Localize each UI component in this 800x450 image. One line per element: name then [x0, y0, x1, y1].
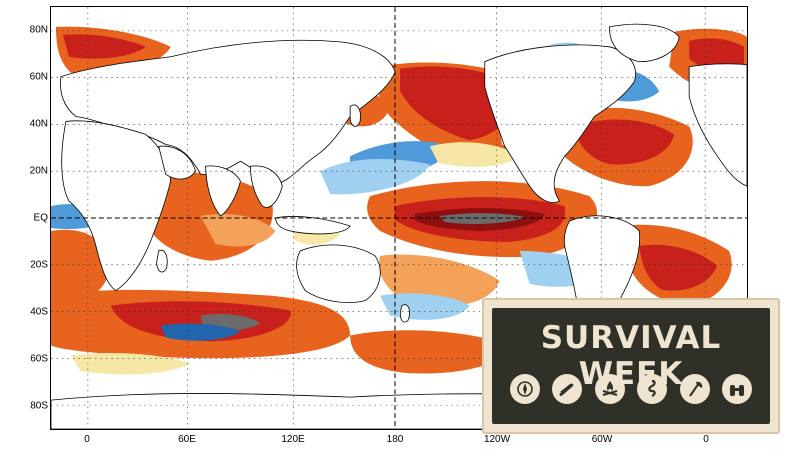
anomaly-sw-africa	[51, 229, 111, 302]
anomaly-arctic-west-core	[62, 34, 146, 59]
lat-label-20n: 20N	[29, 165, 48, 177]
anomaly-light-5	[429, 142, 520, 168]
lon-label-60e: 60E	[178, 434, 196, 445]
land-europe-right	[688, 63, 747, 187]
land-japan	[349, 104, 361, 127]
anomaly-el-nino-max	[439, 213, 525, 225]
lat-label-60n: 60N	[29, 71, 48, 83]
lat-label-eq: EQ	[33, 212, 48, 224]
lon-label-0: 0	[84, 434, 90, 445]
compass-icon	[510, 374, 540, 404]
land-madagascar	[156, 249, 168, 273]
reference-lines	[51, 7, 747, 429]
campfire-icon	[594, 374, 625, 404]
land-greenland	[608, 23, 680, 63]
lat-label-40s: 40S	[30, 306, 48, 318]
land-india	[205, 165, 241, 217]
anomaly-southern-east	[350, 330, 510, 374]
anomaly-kuroshio-light	[320, 158, 430, 195]
map-canvas	[51, 7, 747, 429]
lat-label-80n: 80N	[29, 24, 48, 36]
anomaly-indian-ocean-light	[200, 214, 276, 247]
lat-label-80s: 80S	[30, 400, 48, 412]
lon-label-120e: 120E	[281, 434, 305, 445]
lon-label-60w: 60W	[591, 434, 613, 445]
lat-label-40n: 40N	[29, 118, 48, 130]
anomaly-north-atlantic-core	[574, 119, 675, 165]
binoculars-icon	[721, 374, 752, 404]
badge-panel: SURVIVAL WEEK	[492, 308, 770, 424]
lon-label-0-east: 0	[703, 434, 709, 445]
sst-anomaly-map	[50, 6, 748, 430]
survival-week-badge: SURVIVAL WEEK	[482, 298, 780, 434]
anomaly-south-atlantic-core	[639, 244, 718, 291]
land-se-asia	[250, 165, 283, 208]
land-arabia	[158, 145, 197, 180]
land-australia	[296, 244, 381, 303]
badge-icon-row	[510, 374, 752, 404]
land-north-america	[484, 44, 636, 203]
lat-label-60s: 60S	[30, 353, 48, 365]
land-new-zealand	[400, 304, 410, 323]
lon-label-120w: 120W	[483, 434, 511, 445]
lat-label-20s: 20S	[30, 259, 48, 271]
anomaly-southern-cold	[160, 323, 241, 341]
land-indonesia	[274, 216, 351, 235]
anomaly-field	[51, 26, 747, 375]
land-africa	[61, 120, 172, 292]
knife-icon	[552, 374, 583, 404]
rope-icon	[637, 374, 668, 404]
axe-icon	[679, 374, 710, 404]
landmasses	[51, 23, 747, 429]
lon-label-180: 180	[386, 434, 404, 445]
